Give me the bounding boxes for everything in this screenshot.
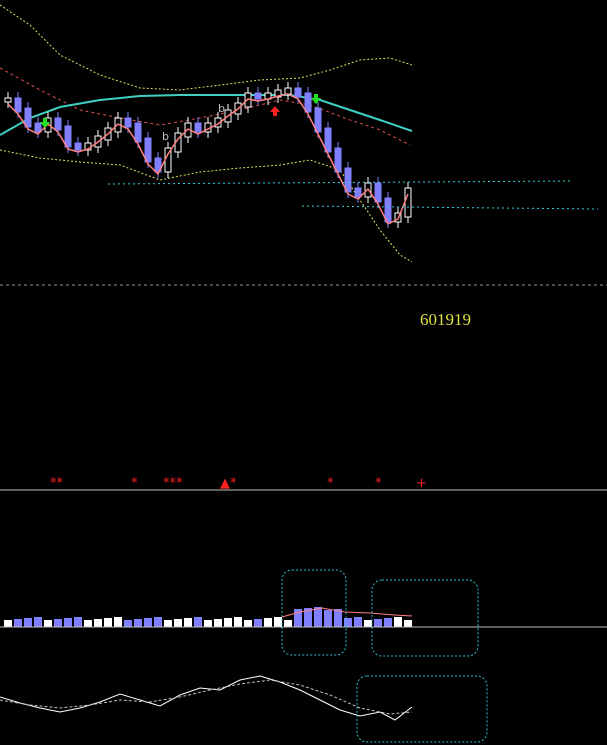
highlight-box <box>356 675 488 743</box>
candle-body <box>54 117 62 131</box>
candle-body <box>294 87 302 98</box>
volume-bar <box>274 617 282 627</box>
candle-body <box>124 117 132 128</box>
candle-body <box>354 187 362 198</box>
volume-bar <box>344 618 352 627</box>
volume-bar <box>294 609 302 627</box>
volume-bar <box>34 617 42 627</box>
signal: * <box>327 476 334 491</box>
lower-band <box>0 149 413 263</box>
volume-bar <box>354 617 362 627</box>
candle-body <box>374 182 382 203</box>
volume-bar <box>244 620 252 627</box>
volume-bar <box>74 617 82 627</box>
volume-bar <box>304 608 312 627</box>
candle-body <box>344 167 352 193</box>
candle-body <box>24 107 32 128</box>
candle-body <box>334 147 342 173</box>
candle-body <box>314 107 322 133</box>
volume-ma <box>281 607 413 618</box>
candle-body <box>254 92 262 100</box>
candle-body <box>14 97 22 113</box>
candle-body <box>194 122 202 133</box>
volume-bar <box>314 607 322 627</box>
volume-bar <box>114 617 122 627</box>
stock-code: 601919 <box>420 310 471 329</box>
buy-label: b <box>218 102 225 115</box>
volume-bar <box>14 619 22 627</box>
candle-body <box>384 197 392 223</box>
signal: + <box>416 476 427 491</box>
candle-body <box>304 92 312 113</box>
volume-bar <box>44 620 52 627</box>
volume-bar <box>4 620 12 627</box>
volume-bar <box>364 620 372 627</box>
support-line <box>301 205 599 210</box>
signal: *** <box>163 476 183 491</box>
candle-body <box>34 122 42 133</box>
volume-bar <box>154 617 162 627</box>
volume-bar <box>164 620 172 627</box>
volume-bar <box>394 617 402 627</box>
highlight-box <box>371 579 479 657</box>
indicator-signal <box>0 679 413 715</box>
volume-bar <box>54 619 62 627</box>
volume-bar <box>134 619 142 627</box>
volume-bar <box>224 618 232 627</box>
volume-bar <box>64 618 72 627</box>
short-ma <box>7 93 409 226</box>
volume-bar <box>324 610 332 627</box>
mid-band <box>0 67 411 146</box>
volume-bar <box>264 618 272 627</box>
buy-arrow <box>311 94 321 104</box>
volume-bar <box>124 620 132 627</box>
volume-bar <box>184 618 192 627</box>
volume-bar <box>204 620 212 627</box>
sell-arrow <box>270 106 280 116</box>
volume-bar <box>334 609 342 627</box>
volume-bar <box>84 620 92 627</box>
candle-body <box>64 125 72 148</box>
volume-bars <box>4 607 412 627</box>
candle-body <box>274 89 282 98</box>
candle-body <box>144 137 152 163</box>
signal: * <box>131 476 138 491</box>
volume-bar <box>94 619 102 627</box>
buy-label: b <box>162 130 169 143</box>
volume-bar <box>404 620 412 627</box>
volume-bar <box>374 619 382 627</box>
volume-bar <box>174 619 182 627</box>
volume-bar <box>254 619 262 627</box>
volume-bar <box>214 619 222 627</box>
long-ma <box>0 94 413 136</box>
highlight-box <box>281 569 347 656</box>
candle-body <box>404 187 412 218</box>
volume-bar <box>194 617 202 627</box>
signal: ▲* <box>220 476 237 491</box>
candle-body <box>4 97 12 103</box>
candle-body <box>134 122 142 143</box>
indicator-line <box>0 675 413 721</box>
volume-bar <box>24 618 32 627</box>
volume-bar <box>384 618 392 627</box>
candle-body <box>154 157 162 173</box>
volume-bar <box>104 618 112 627</box>
candle-body <box>324 127 332 153</box>
candle-body <box>284 87 292 95</box>
volume-bar <box>234 617 242 627</box>
signal: ** <box>50 476 64 491</box>
signal: * <box>375 476 382 491</box>
volume-bar <box>144 618 152 627</box>
volume-bar <box>284 620 292 627</box>
candle-body <box>74 142 82 151</box>
buy-arrow <box>40 118 50 128</box>
upper-band <box>0 4 413 91</box>
